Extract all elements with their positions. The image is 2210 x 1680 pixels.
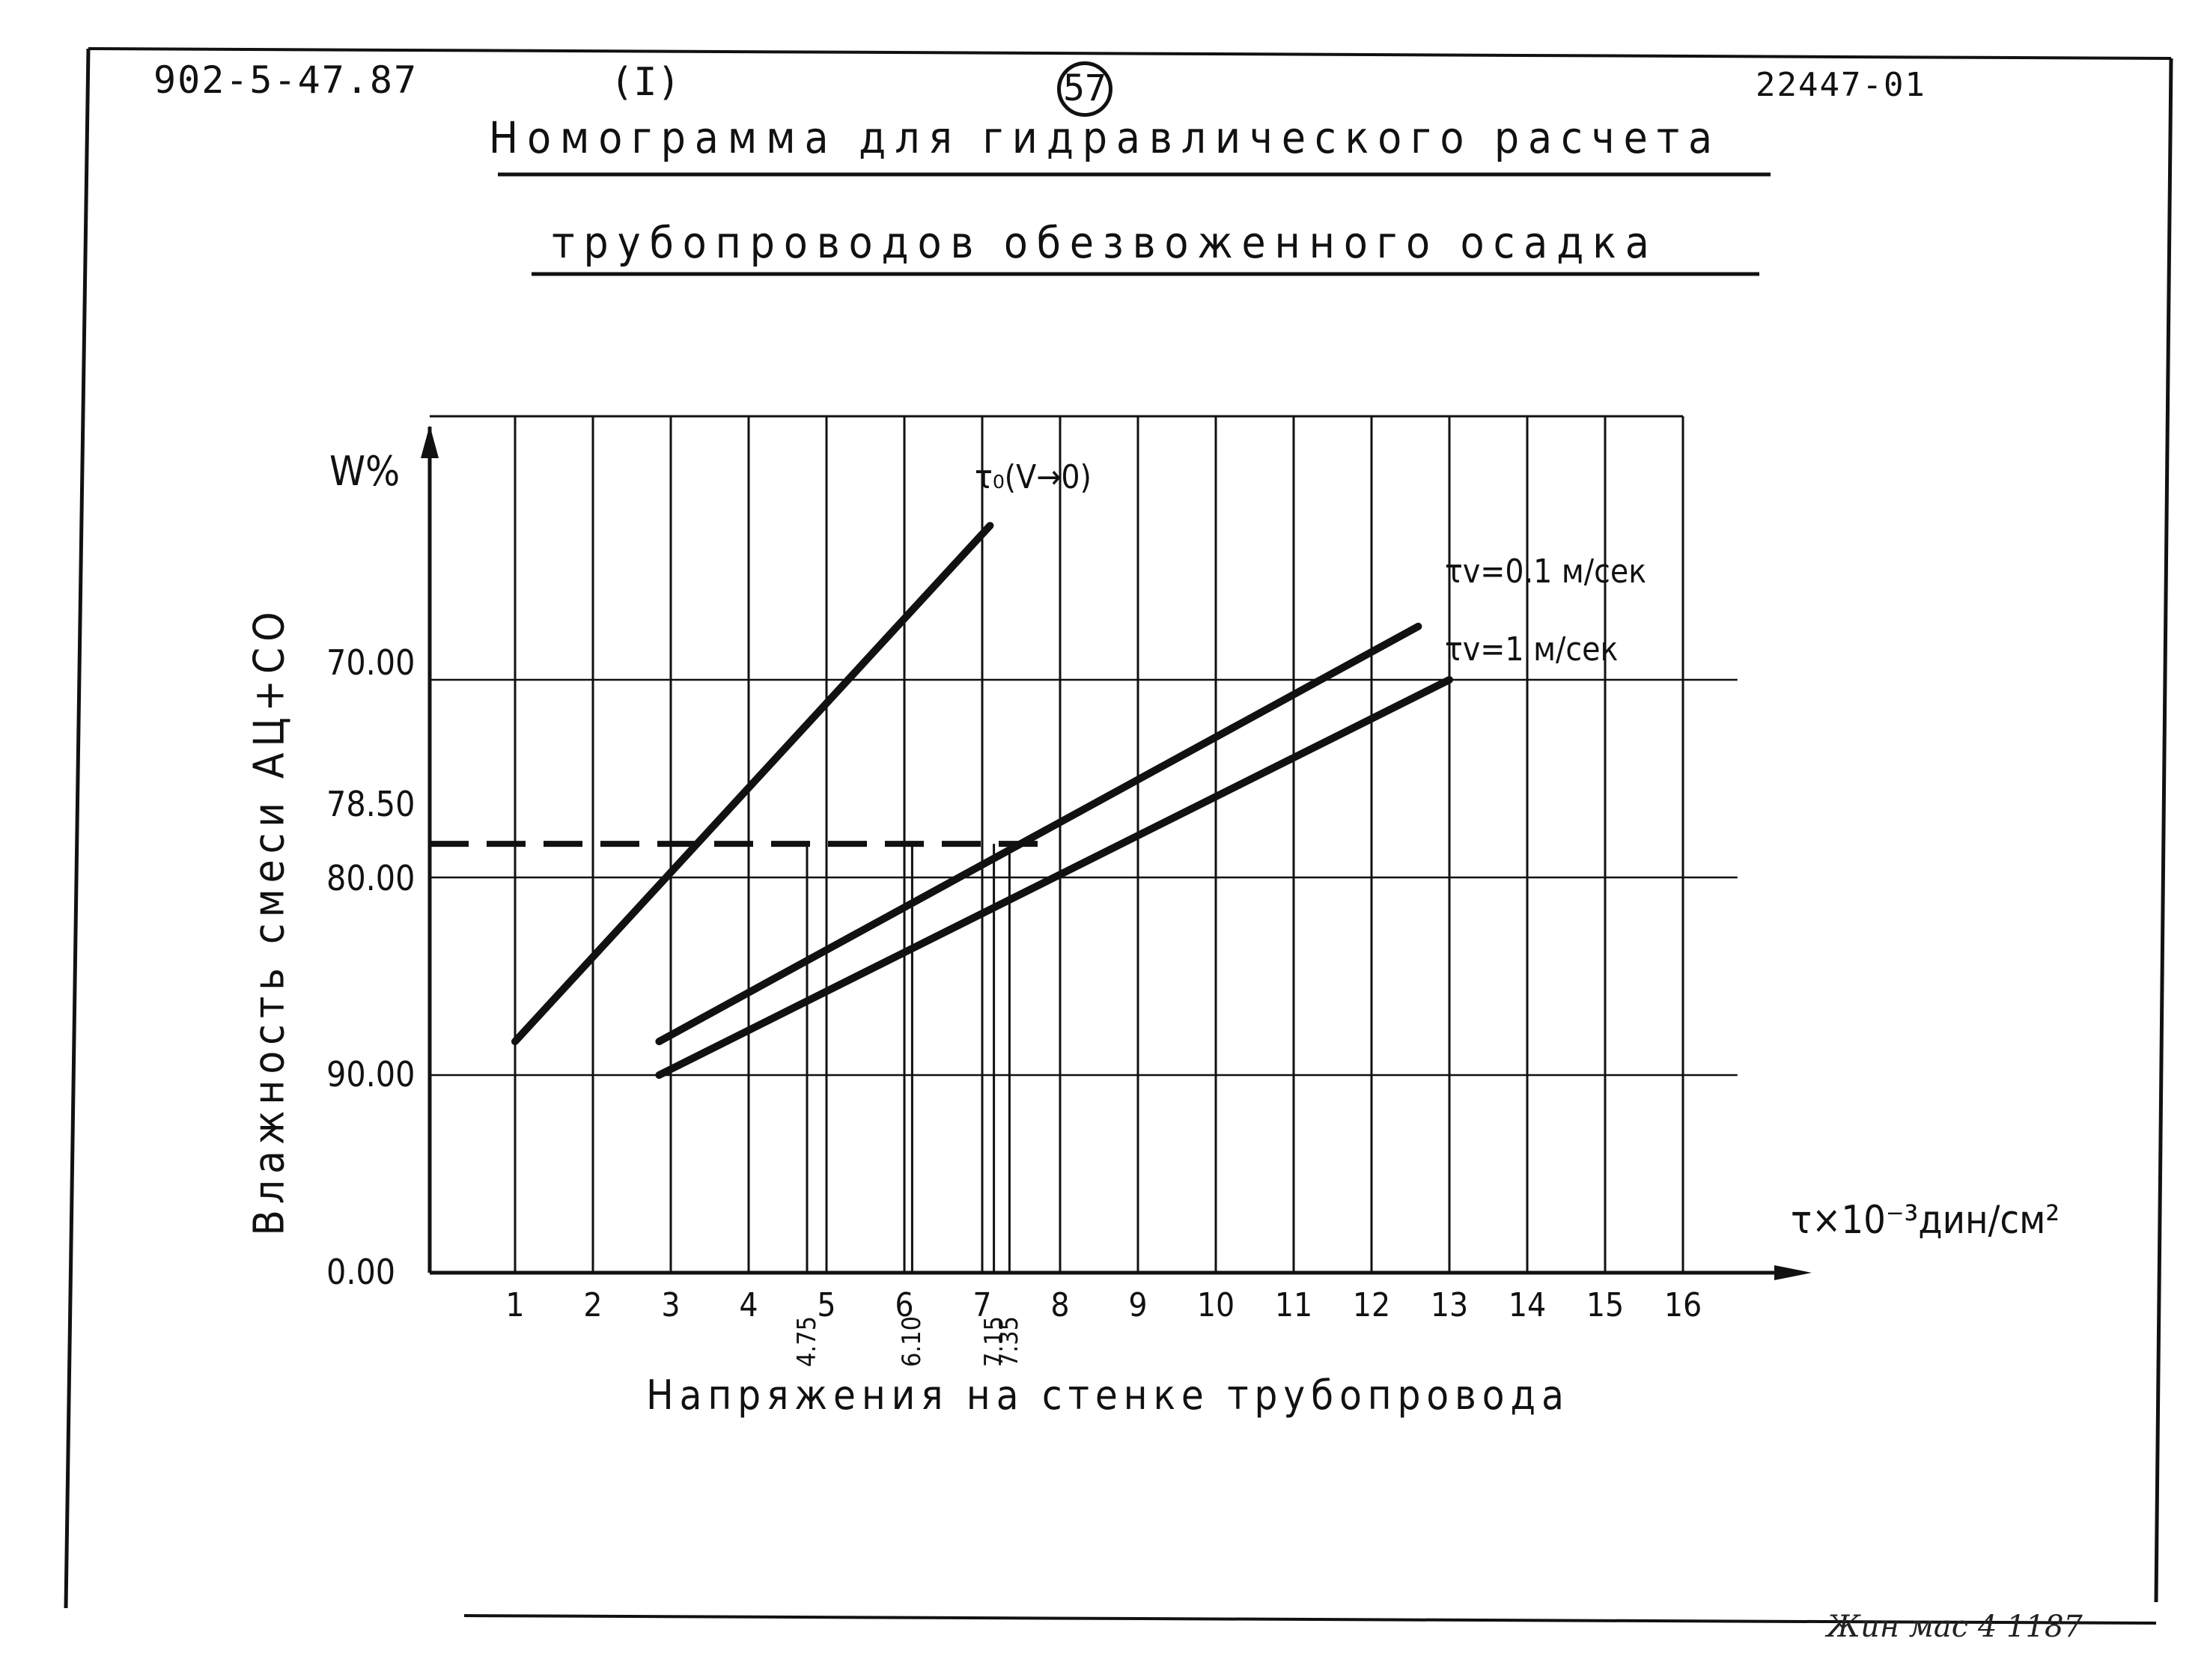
x-tick-label-9: 9 [1128, 1286, 1148, 1324]
x-axis-label: Напряжения на стенке трубопровода [646, 1372, 1570, 1419]
page-number: 57 [1057, 61, 1112, 117]
series-line-tau-v-1 [655, 676, 1453, 1079]
y-tick-label-78-50: 78.50 [326, 784, 415, 825]
x-axis-arrow [1774, 1265, 1812, 1280]
y-tick-label-80-00: 80.00 [326, 858, 415, 898]
frame-left-border [64, 48, 91, 1609]
y-axis-unit: W% [329, 448, 401, 495]
x-tick-label-8: 8 [1050, 1286, 1070, 1324]
drop-label-4-75: 4.75 [792, 1315, 822, 1368]
x-tick-label-12: 12 [1352, 1286, 1391, 1324]
drop-label-7-35: 7.35 [994, 1315, 1025, 1368]
x-tick-label-7: 7 [972, 1286, 992, 1324]
series-line-tau-0-label: τ₀(V→0) [975, 458, 1092, 496]
document-code: 902-5-47.87 [153, 58, 418, 102]
frame-bottom-border [463, 1614, 2157, 1625]
x-axis-unit: τ×10⁻³дин/см² [1791, 1198, 2060, 1243]
y-axis-label: Влажность смеси АЦ+СО [245, 606, 294, 1236]
y-tick-label-0-00: 0.00 [326, 1252, 396, 1292]
signature: Жин мас 4 1187 [1827, 1610, 2083, 1644]
chart-title-line-1: Номограмма для гидравлического расчета [488, 112, 1722, 163]
x-tick-label-13: 13 [1430, 1286, 1469, 1324]
x-tick-label-1: 1 [505, 1286, 525, 1324]
x-tick-label-4: 4 [739, 1286, 758, 1324]
frame-top-border [88, 47, 2172, 60]
x-tick-label-6: 6 [895, 1286, 914, 1324]
series-line-tau-0 [511, 522, 994, 1046]
chart-title-line-2: трубопроводов обезвоженного осадка [552, 217, 1658, 268]
y-tick-label-70-00: 70.00 [326, 642, 415, 683]
frame-right-border [2154, 58, 2173, 1603]
x-tick-label-14: 14 [1508, 1286, 1547, 1324]
series-line-tau-v-0-1-label: τv=0.1 м/сек [1445, 553, 1647, 591]
x-tick-label-3: 3 [661, 1286, 681, 1324]
x-tick-label-2: 2 [583, 1286, 603, 1324]
drop-label-6-10: 6.10 [897, 1315, 928, 1368]
x-tick-label-10: 10 [1196, 1286, 1235, 1324]
x-tick-label-5: 5 [817, 1286, 836, 1324]
series-line-tau-v-1-label: τv=1 м/сек [1445, 630, 1619, 669]
y-axis-arrow [421, 425, 439, 458]
drawing-code: 22447-01 [1756, 66, 1926, 104]
x-tick-label-15: 15 [1586, 1286, 1625, 1324]
x-tick-label-11: 11 [1274, 1286, 1313, 1324]
y-tick-label-90-00: 90.00 [326, 1054, 415, 1095]
series-line-tau-v-0-1 [655, 622, 1422, 1046]
x-tick-label-16: 16 [1663, 1286, 1702, 1324]
section-number: (I) [610, 60, 681, 105]
